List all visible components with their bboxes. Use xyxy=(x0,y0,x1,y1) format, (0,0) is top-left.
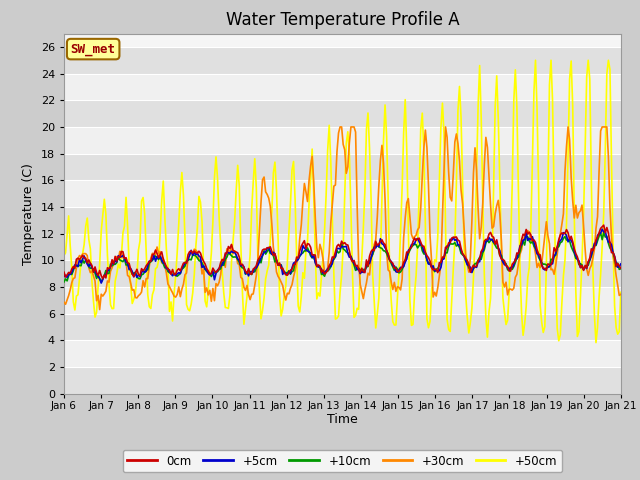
Line: 0cm: 0cm xyxy=(64,225,621,279)
+50cm xyxy=(129,300,136,306)
+5cm xyxy=(598,226,606,232)
+10cm xyxy=(97,279,105,285)
0cm xyxy=(305,241,313,247)
+10cm xyxy=(246,270,254,276)
+30cm xyxy=(305,178,313,183)
+5cm xyxy=(246,269,254,275)
Bar xyxy=(64,234,621,260)
0cm xyxy=(617,265,625,271)
Bar xyxy=(64,73,621,100)
0cm xyxy=(228,241,236,247)
Bar xyxy=(64,207,621,234)
+10cm xyxy=(617,266,625,272)
+50cm xyxy=(592,340,600,346)
+50cm xyxy=(244,272,252,277)
0cm xyxy=(130,274,138,279)
+5cm xyxy=(97,280,105,286)
Bar xyxy=(64,127,621,154)
+30cm xyxy=(60,300,68,305)
+30cm xyxy=(617,291,625,297)
0cm xyxy=(246,271,254,276)
+10cm xyxy=(305,249,313,254)
+5cm xyxy=(588,252,595,258)
+5cm xyxy=(305,249,313,255)
Title: Water Temperature Profile A: Water Temperature Profile A xyxy=(225,11,460,29)
+5cm xyxy=(60,274,68,279)
Line: +50cm: +50cm xyxy=(64,60,621,343)
Bar xyxy=(64,47,621,73)
Bar xyxy=(64,287,621,313)
0cm xyxy=(255,255,263,261)
Bar xyxy=(64,180,621,207)
Line: +10cm: +10cm xyxy=(64,233,621,282)
+5cm xyxy=(228,249,236,254)
+10cm xyxy=(255,255,263,261)
Bar xyxy=(64,154,621,180)
Bar xyxy=(64,367,621,394)
+50cm xyxy=(617,289,625,295)
+5cm xyxy=(130,274,138,280)
0cm xyxy=(60,269,68,275)
+5cm xyxy=(255,259,263,265)
X-axis label: Time: Time xyxy=(327,413,358,426)
+10cm xyxy=(228,253,236,259)
Y-axis label: Temperature (C): Temperature (C) xyxy=(22,163,35,264)
+50cm xyxy=(226,292,234,298)
Bar xyxy=(64,313,621,340)
Text: SW_met: SW_met xyxy=(70,43,116,56)
+50cm xyxy=(303,239,311,244)
+10cm xyxy=(600,230,607,236)
Line: +30cm: +30cm xyxy=(64,127,621,310)
+50cm xyxy=(532,58,540,63)
+50cm xyxy=(588,177,595,182)
+30cm xyxy=(589,255,596,261)
0cm xyxy=(600,222,607,228)
+10cm xyxy=(588,253,595,259)
+5cm xyxy=(617,261,625,267)
+30cm xyxy=(96,307,104,312)
+30cm xyxy=(246,297,254,302)
0cm xyxy=(99,276,107,282)
+10cm xyxy=(60,279,68,285)
0cm xyxy=(588,246,595,252)
+50cm xyxy=(254,255,262,261)
Line: +5cm: +5cm xyxy=(64,229,621,283)
+30cm xyxy=(130,287,138,292)
Bar xyxy=(64,260,621,287)
+50cm xyxy=(60,252,68,258)
+30cm xyxy=(255,228,263,234)
Legend: 0cm, +5cm, +10cm, +30cm, +50cm: 0cm, +5cm, +10cm, +30cm, +50cm xyxy=(123,450,562,472)
Bar xyxy=(64,340,621,367)
+30cm xyxy=(228,242,236,248)
Bar xyxy=(64,100,621,127)
+30cm xyxy=(336,124,344,130)
+10cm xyxy=(130,270,138,276)
